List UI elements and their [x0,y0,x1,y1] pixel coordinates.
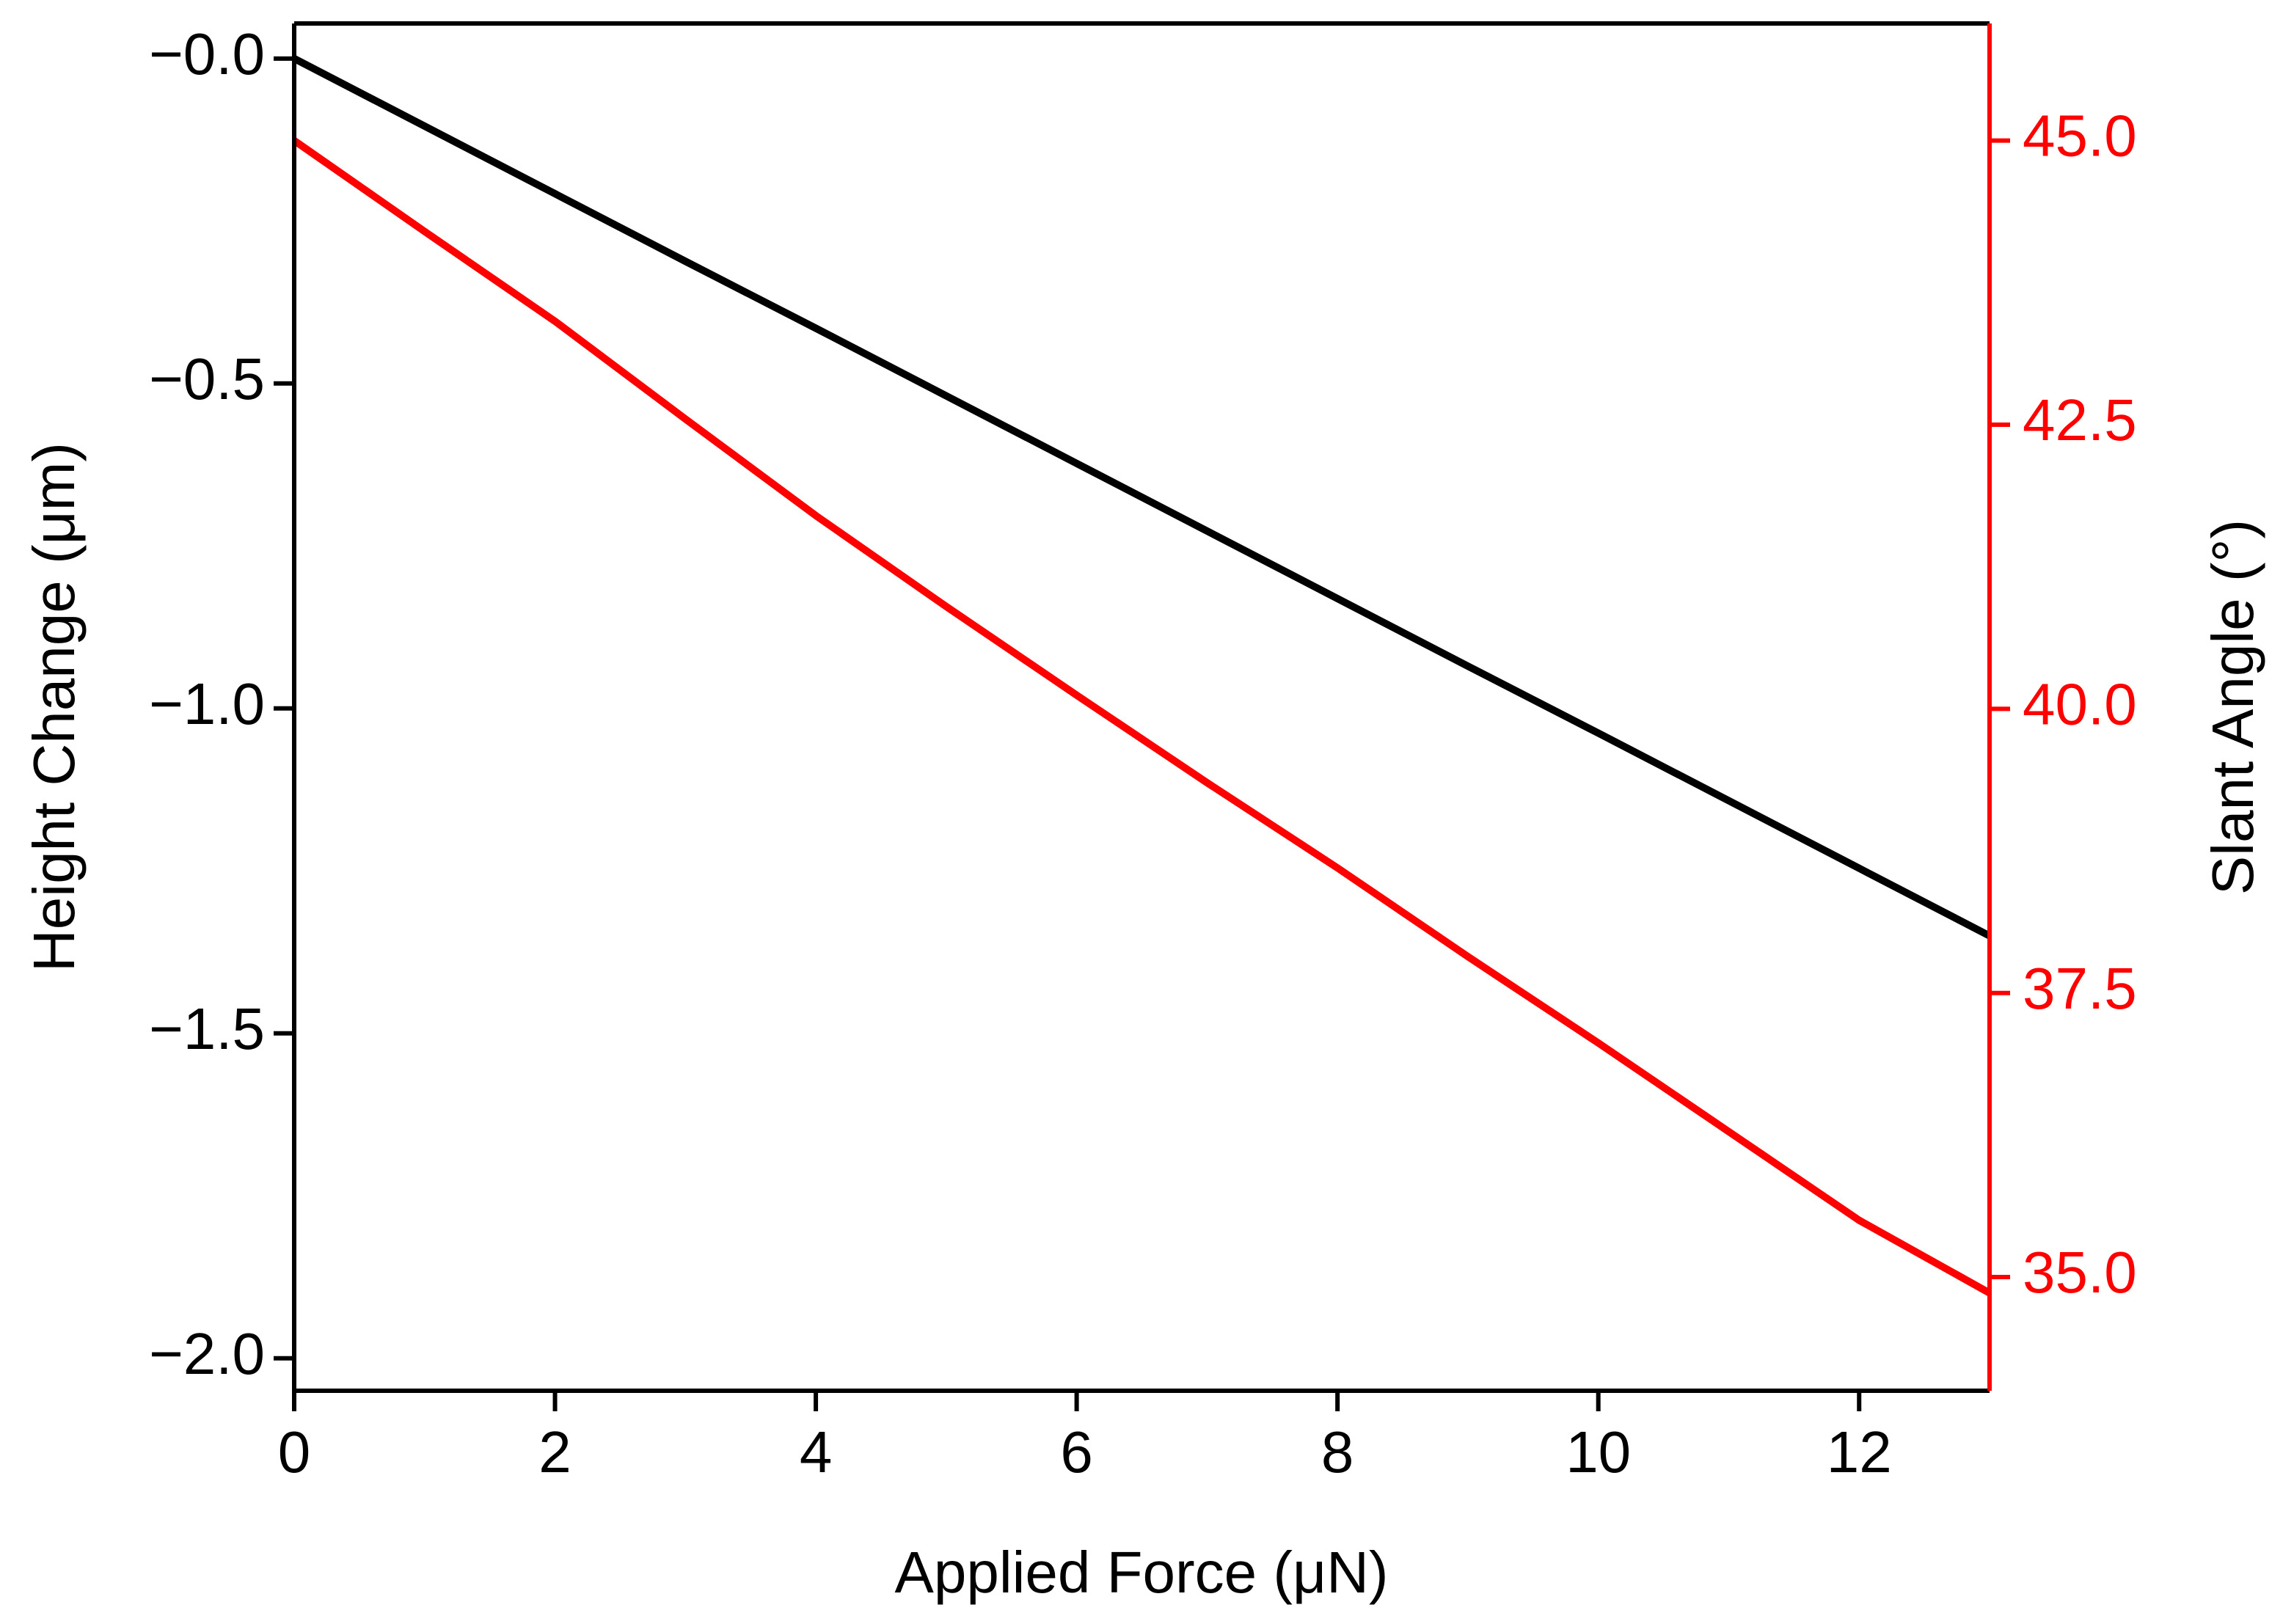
x-tick-label: 6 [1060,1419,1093,1485]
x-tick-label: 10 [1566,1419,1631,1485]
x-tick-label: 4 [800,1419,833,1485]
y2-axis-title: Slant Angle (°) [2200,519,2265,895]
y2-tick-label: 40.0 [2023,671,2137,736]
x-tick-label: 0 [278,1419,311,1485]
y2-tick-label: 42.5 [2023,387,2137,453]
y-tick-label: −1.5 [149,996,265,1061]
data-line [292,137,1992,1297]
y-tick-label: −0.0 [149,21,265,87]
y2-tick-label: 45.0 [2023,103,2137,169]
data-line [292,55,1992,940]
y-axis-title: Height Change (μm) [21,442,87,972]
y-tick-label: −2.0 [149,1321,265,1386]
x-tick-label: 2 [538,1419,571,1485]
y-tick-label: −0.5 [149,346,265,412]
x-axis-title: Applied Force (μN) [895,1540,1389,1605]
y-tick-label: −1.0 [149,671,265,736]
y2-tick-label: 37.5 [2023,956,2137,1021]
y2-tick-label: 35.0 [2023,1240,2137,1305]
x-tick-label: 8 [1321,1419,1354,1485]
x-tick-label: 12 [1827,1419,1892,1485]
